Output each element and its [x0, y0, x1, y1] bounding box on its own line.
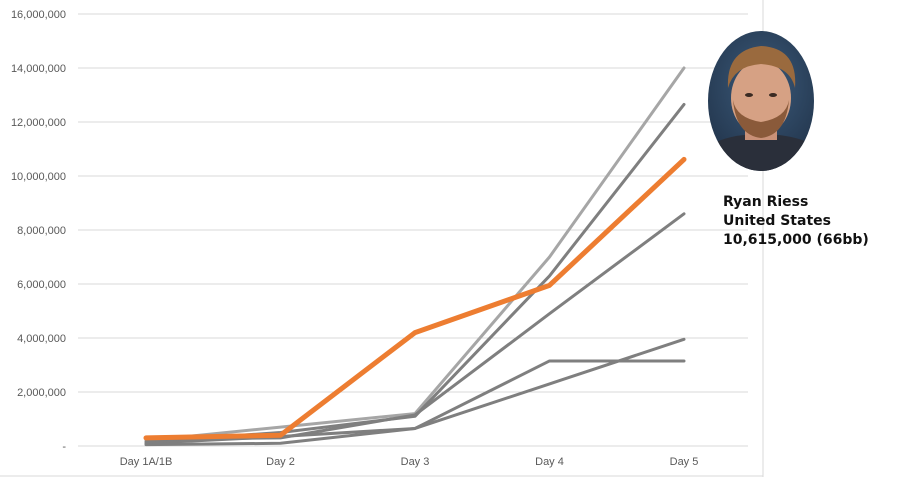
series-line [144, 66, 686, 443]
x-axis-tick-labels: Day 1A/1B Day 2 Day 3 Day 4 Day 5 [120, 456, 699, 468]
series-line-highlight [143, 156, 687, 441]
y-tick-label: 12,000,000 [11, 117, 66, 129]
y-tick-label: 16,000,000 [11, 9, 66, 21]
y-axis-tick-labels: - 2,000,000 4,000,000 6,000,000 8,000,000 10,… [11, 9, 66, 453]
grid-lines [78, 13, 748, 447]
x-tick-label: Day 5 [670, 456, 699, 468]
x-tick-label: Day 3 [401, 456, 430, 468]
player-name: Ryan Riess [723, 194, 808, 210]
y-tick-label: 2,000,000 [17, 387, 66, 399]
y-tick-label: - [62, 441, 66, 453]
y-tick-label: 6,000,000 [17, 279, 66, 291]
y-tick-label: 10,000,000 [11, 171, 66, 183]
y-tick-label: 14,000,000 [11, 63, 66, 75]
y-tick-label: 8,000,000 [17, 225, 66, 237]
x-tick-label: Day 1A/1B [120, 456, 173, 468]
series-line [144, 359, 686, 447]
y-tick-label: 4,000,000 [17, 333, 66, 345]
player-stack: 10,615,000 (66bb) [723, 232, 869, 248]
x-tick-label: Day 2 [266, 456, 295, 468]
player-portrait [708, 31, 814, 171]
series-lines [143, 66, 687, 447]
player-country: United States [723, 213, 831, 229]
series-line [144, 212, 686, 441]
x-tick-label: Day 4 [535, 456, 564, 468]
